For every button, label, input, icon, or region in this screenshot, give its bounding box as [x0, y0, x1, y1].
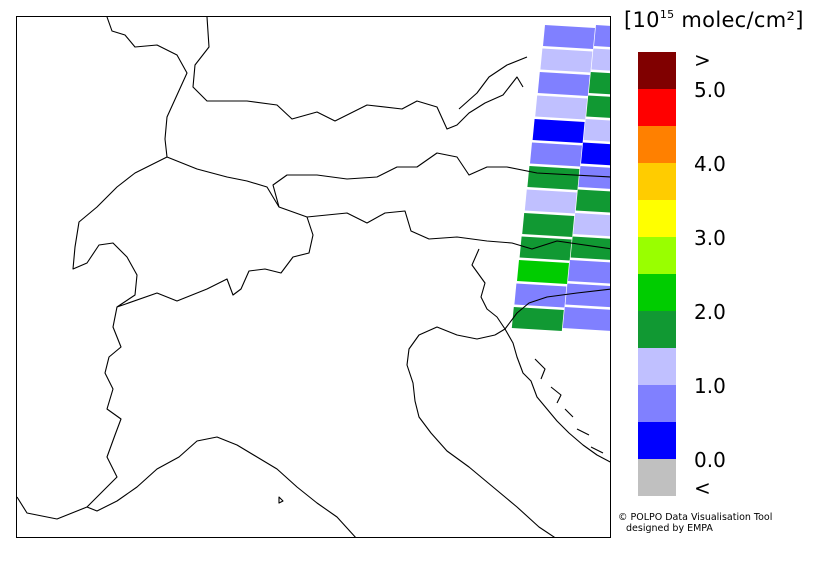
swath-pixel	[537, 72, 590, 96]
swath-pixel	[511, 307, 564, 331]
colorbar-cell	[638, 200, 676, 237]
swath-pixel	[514, 283, 567, 308]
coast-italy-west	[86, 436, 356, 537]
swath-pixel	[527, 166, 580, 190]
island-elba	[278, 496, 284, 504]
swath-pixel	[517, 260, 569, 284]
colorbar-cell	[638, 274, 676, 311]
credit-line-2: designed by EMPA	[626, 523, 713, 534]
swath-pixel	[570, 236, 610, 260]
coast-croatia	[504, 328, 610, 463]
swath-pixel	[562, 307, 610, 331]
border-france-germany	[106, 17, 188, 158]
colorbar-cell	[638, 163, 676, 200]
tick-label-4: 4.0	[694, 152, 726, 176]
swath-pixel	[565, 283, 610, 308]
swath-pixel	[581, 142, 610, 166]
credit-line-1: © POLPO Data Visualisation Tool	[618, 512, 773, 523]
colorbar-cell	[638, 237, 676, 274]
tick-label-greater: >	[694, 48, 711, 72]
swath-pixel	[535, 95, 588, 120]
swath-pixel	[594, 25, 610, 47]
border-switzerland	[72, 156, 314, 308]
swath-pixel	[543, 25, 595, 49]
unit-label: [1015 molec/cm²]	[624, 8, 804, 32]
border-czech	[458, 56, 528, 110]
country-borders	[17, 17, 610, 537]
satellite-swath	[511, 25, 610, 331]
border-austria-italy	[306, 210, 610, 250]
swath-pixel	[540, 48, 593, 73]
swath-pixel	[532, 119, 585, 143]
colorbar-cell	[638, 422, 676, 459]
colorbar-cell	[638, 126, 676, 163]
colorbar-cell	[638, 311, 676, 348]
tick-label-5: 5.0	[694, 78, 726, 102]
colorbar	[638, 52, 676, 496]
coast-italy-adriatic	[406, 326, 555, 537]
colorbar-cell	[638, 385, 676, 422]
colorbar-cell	[638, 89, 676, 126]
swath-pixel	[530, 142, 582, 167]
swath-pixel	[588, 72, 610, 95]
croatian-islands	[534, 358, 604, 454]
tick-label-less: <	[694, 476, 711, 500]
tick-label-0: 0.0	[694, 448, 726, 472]
swath-pixel	[575, 189, 610, 213]
colorbar-cell	[638, 52, 676, 89]
swath-pixel	[568, 260, 610, 284]
tick-label-2: 2.0	[694, 300, 726, 324]
border-germany-austria	[192, 17, 524, 130]
colorbar-cell	[638, 459, 676, 496]
map-canvas	[17, 17, 610, 537]
tick-label-3: 3.0	[694, 226, 726, 250]
border-italy-slovenia	[471, 248, 506, 336]
swath-pixel	[591, 48, 610, 71]
swath-pixel	[522, 213, 575, 237]
swath-pixel	[586, 95, 610, 118]
tick-label-1: 1.0	[694, 374, 726, 398]
swath-pixel	[524, 189, 577, 214]
swath-pixel	[583, 119, 610, 142]
border-slovenia	[504, 288, 610, 330]
legend: [1015 molec/cm²] > 5.0 4.0 3.0 2.0 1.0 0…	[616, 0, 813, 566]
map-panel[interactable]	[16, 16, 611, 538]
colorbar-cell	[638, 348, 676, 385]
swath-pixel	[573, 213, 610, 237]
swath-pixel	[519, 236, 572, 261]
swath-pixel	[578, 166, 610, 189]
border-france-italy	[17, 306, 122, 520]
border-austria-slovenia	[272, 152, 610, 208]
